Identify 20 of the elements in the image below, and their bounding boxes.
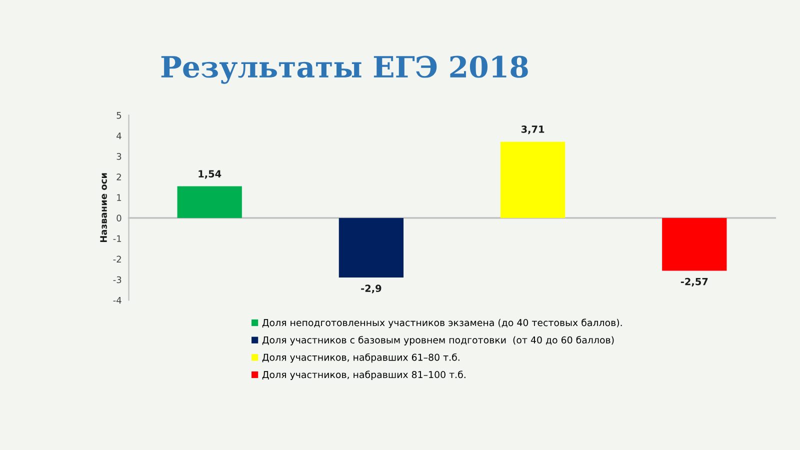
y-tick-label: -4	[113, 297, 122, 304]
data-label: -2,9	[361, 284, 382, 294]
y-tick-label: 1	[117, 194, 122, 201]
chart-title: Результаты ЕГЭ 2018	[161, 56, 528, 84]
legend-label: Доля участников, набравших 61–80 т.б.	[262, 353, 460, 363]
y-tick-label: 2	[116, 174, 121, 180]
legend-label: Доля участников с базовым уровнем подготовки (от 40 до 60 баллов)	[262, 336, 614, 346]
data-label: 1,54	[198, 170, 222, 179]
y-tick-label: 0	[116, 214, 122, 222]
y-tick-label: -1	[113, 235, 122, 242]
data-label: -2,57	[680, 278, 708, 286]
y-tick-label: -2	[113, 256, 121, 262]
y-tick-label: 3	[116, 153, 122, 160]
legend-label: Доля участников, набравших 81–100 т.б.	[262, 370, 466, 380]
data-label: 3,71	[521, 126, 544, 134]
y-tick-label: -3	[113, 276, 122, 284]
y-tick-label: 5	[116, 112, 122, 119]
y-axis-title: Название оси	[100, 173, 107, 242]
legend-label: Доля неподготовленных участников экзамена (до 40 тестовых баллов).	[262, 318, 622, 328]
y-tick-label: 4	[116, 132, 122, 140]
